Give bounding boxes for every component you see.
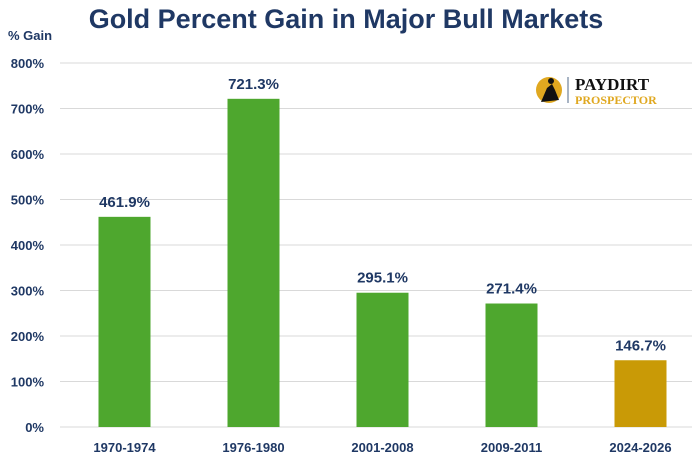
y-tick-label: 700% bbox=[11, 102, 45, 117]
y-tick-label: 200% bbox=[11, 329, 45, 344]
bar bbox=[614, 360, 667, 427]
data-label: 146.7% bbox=[615, 337, 666, 354]
data-label: 721.3% bbox=[228, 76, 279, 93]
x-tick-label: 1976-1980 bbox=[222, 440, 284, 455]
x-tick-label: 2009-2011 bbox=[481, 440, 542, 455]
bar bbox=[227, 98, 280, 427]
y-tick-label: 500% bbox=[11, 193, 45, 208]
svg-text:PAYDIRT: PAYDIRT bbox=[575, 75, 650, 94]
data-label: 271.4% bbox=[486, 281, 537, 298]
paydirt-prospector-logo: PAYDIRT PROSPECTOR bbox=[535, 72, 685, 108]
x-tick-label: 1970-1974 bbox=[93, 440, 156, 455]
chart-title: Gold Percent Gain in Major Bull Markets bbox=[88, 4, 604, 34]
bar bbox=[98, 216, 151, 427]
bar bbox=[485, 303, 538, 427]
y-tick-label: 400% bbox=[11, 238, 45, 253]
y-tick-label: 300% bbox=[11, 284, 45, 299]
y-tick-label: 0% bbox=[25, 420, 44, 435]
y-tick-label: 100% bbox=[11, 375, 45, 390]
x-tick-label: 2001-2008 bbox=[351, 440, 413, 455]
y-axis-label: % Gain bbox=[8, 28, 53, 43]
x-tick-label: 2024-2026 bbox=[609, 440, 671, 455]
data-label: 461.9% bbox=[99, 194, 150, 211]
data-label: 295.1% bbox=[357, 270, 408, 287]
bar bbox=[356, 292, 409, 427]
y-tick-label: 800% bbox=[11, 56, 45, 71]
svg-text:PROSPECTOR: PROSPECTOR bbox=[575, 93, 657, 107]
y-tick-label: 600% bbox=[11, 147, 45, 162]
